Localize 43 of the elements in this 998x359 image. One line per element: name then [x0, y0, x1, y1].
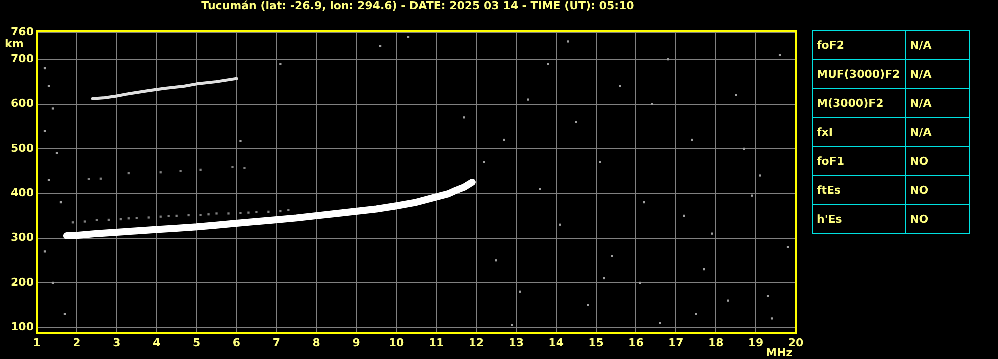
- text: foF2: [812, 30, 906, 60]
- y-tick-label: 300: [11, 231, 34, 244]
- x-tick-label: 4: [153, 336, 162, 350]
- x-tick-label: 7: [272, 336, 281, 350]
- x-tick-label: 11: [428, 336, 444, 350]
- text: fxI: [812, 118, 906, 146]
- y-tick-label: 600: [11, 97, 34, 110]
- x-tick-label: 1: [33, 336, 41, 350]
- x-tick-label: 12: [468, 336, 484, 350]
- x-tick-label: 14: [548, 336, 564, 350]
- x-tick-label: 3: [113, 336, 121, 350]
- y-tick-label: 100: [11, 320, 34, 334]
- text: M(3000)F2: [812, 88, 906, 118]
- text: N/A: [906, 60, 970, 88]
- text: foF1: [812, 146, 906, 176]
- x-tick-label: 17: [668, 336, 684, 350]
- x-tick-label: 18: [708, 336, 724, 350]
- x-tick-label: 6: [232, 336, 241, 350]
- text: N/A: [906, 118, 970, 146]
- text: NO: [906, 146, 970, 176]
- x-tick-label: 2: [73, 336, 81, 350]
- x-tick-label: 19: [748, 336, 764, 350]
- x-tick-label: 16: [628, 336, 644, 350]
- text: ftEs: [812, 176, 906, 204]
- text: NO: [906, 204, 970, 234]
- text: N/A: [906, 88, 970, 118]
- text: MUF(3000)F2: [812, 60, 906, 88]
- y-tick-label: 500: [11, 142, 34, 155]
- y-tick-label: 760: [11, 26, 34, 39]
- x-tick-label: 13: [508, 336, 524, 350]
- y-axis-title: km: [5, 37, 24, 50]
- text: NO: [906, 176, 970, 204]
- text: N/A: [906, 30, 970, 60]
- y-tick-label: 700: [11, 52, 34, 66]
- x-tick-label: 9: [352, 336, 360, 350]
- y-tick-label: 200: [11, 276, 34, 289]
- x-tick-label: 8: [312, 336, 320, 350]
- chart-title: Tucumán (lat: -26.9, lon: 294.6) - DATE: 2025 03 14 - TIME (UT): 05:10: [202, 0, 635, 12]
- x-tick-label: 10: [388, 336, 405, 350]
- text: h'Es: [812, 204, 906, 234]
- y-tick-label: 400: [11, 186, 34, 200]
- x-tick-label: 5: [192, 336, 201, 350]
- x-tick-label: 15: [588, 336, 604, 350]
